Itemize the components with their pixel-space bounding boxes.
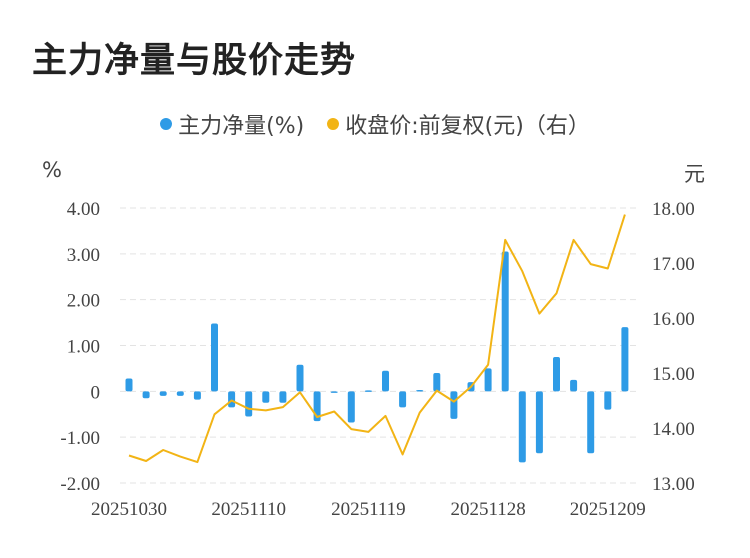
bar [245,391,253,417]
bar [535,391,543,454]
bar [279,391,287,403]
x-tick-label: 20251128 [450,499,525,520]
bar [262,391,270,403]
legend-item-close-price[interactable]: 收盘价:前复权(元)（右） [327,108,590,140]
bar [296,364,304,392]
chart-legend: 主力净量(%) 收盘价:前复权(元)（右） [0,108,750,140]
bar [501,251,509,392]
left-tick-label: 4.00 [67,199,100,220]
bar [228,391,236,408]
left-tick-label: 2.00 [67,291,100,312]
bar [604,391,612,410]
right-tick-label: 18.00 [652,199,695,220]
bar [587,391,595,454]
bar [570,379,578,392]
legend-item-net-flow[interactable]: 主力净量(%) [160,108,304,140]
right-tick-label: 14.00 [652,419,695,440]
bar [125,378,133,392]
bar [518,391,526,463]
chart-title: 主力净量与股价走势 [32,41,357,81]
right-tick-label: 16.00 [652,309,695,330]
right-axis-unit: 元 [684,162,705,186]
bar [159,391,167,396]
right-tick-label: 15.00 [652,364,695,385]
bar [433,373,441,392]
right-tick-label: 17.00 [652,254,695,275]
bar [484,368,492,392]
bar [176,391,184,396]
bar [382,370,389,392]
legend-label-close-price: 收盘价:前复权(元)（右） [345,114,590,139]
legend-marker-net-flow [160,118,173,130]
legend-marker-close-price [327,118,340,130]
bar [399,391,407,408]
x-tick-label: 20251209 [570,499,646,520]
left-tick-label: 0 [91,382,101,403]
left-tick-label: -2.00 [60,474,100,495]
left-tick-label: 1.00 [67,337,100,358]
x-tick-label: 20251119 [331,499,406,520]
bar [553,356,560,392]
left-tick-label: 3.00 [67,245,100,266]
left-tick-label: -1.00 [60,428,100,449]
legend-label-net-flow: 主力净量(%) [178,114,305,139]
x-tick-label: 20251110 [211,499,286,520]
bar [211,323,218,392]
bar [450,391,458,419]
price-line [128,214,626,464]
right-tick-label: 13.00 [652,474,695,495]
left-axis-unit: % [42,158,62,182]
bar [330,391,338,393]
bar [621,327,629,392]
bar [142,391,150,399]
bar [416,389,424,392]
bar [347,391,355,423]
x-tick-label: 20251030 [91,499,167,520]
bar [193,391,201,400]
bar [364,390,372,392]
